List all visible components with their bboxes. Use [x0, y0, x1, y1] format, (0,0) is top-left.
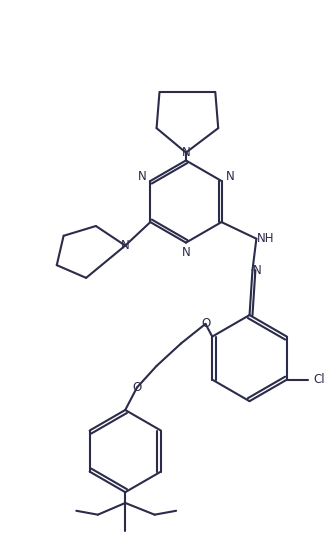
Text: Cl: Cl [313, 373, 325, 386]
Text: O: O [132, 381, 142, 394]
Text: N: N [182, 146, 190, 159]
Text: N: N [182, 246, 190, 259]
Text: N: N [226, 170, 234, 183]
Text: N: N [121, 239, 130, 252]
Text: NH: NH [256, 232, 274, 245]
Text: N: N [253, 263, 261, 276]
Text: N: N [137, 170, 146, 183]
Text: O: O [201, 317, 210, 330]
